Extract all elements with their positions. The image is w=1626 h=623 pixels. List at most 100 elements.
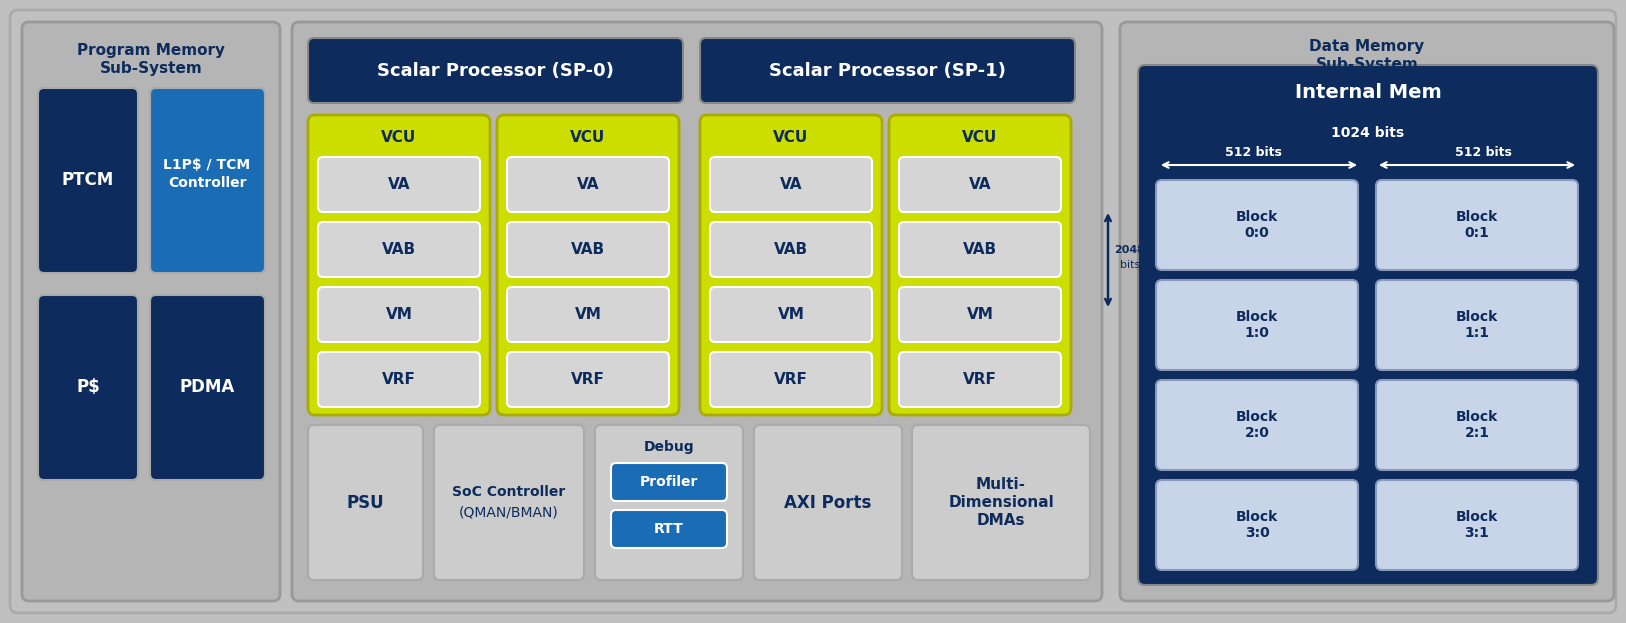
- Text: VRF: VRF: [571, 372, 605, 387]
- FancyBboxPatch shape: [507, 352, 668, 407]
- FancyBboxPatch shape: [1156, 280, 1358, 370]
- Text: Scalar Processor (SP-1): Scalar Processor (SP-1): [769, 62, 1006, 80]
- Text: VRF: VRF: [382, 372, 416, 387]
- FancyBboxPatch shape: [319, 352, 480, 407]
- Text: P$: P$: [76, 378, 99, 396]
- FancyBboxPatch shape: [899, 352, 1062, 407]
- Text: VCU: VCU: [382, 130, 416, 145]
- Text: VCU: VCU: [774, 130, 808, 145]
- Text: 512 bits: 512 bits: [1455, 146, 1512, 159]
- FancyBboxPatch shape: [507, 287, 668, 342]
- FancyBboxPatch shape: [307, 115, 489, 415]
- FancyBboxPatch shape: [293, 22, 1102, 601]
- FancyBboxPatch shape: [1376, 280, 1577, 370]
- Text: Sub-System: Sub-System: [99, 60, 202, 75]
- FancyBboxPatch shape: [307, 38, 683, 103]
- Text: VA: VA: [387, 177, 410, 192]
- Text: Data Memory: Data Memory: [1309, 39, 1424, 54]
- Text: Block
2:1: Block 2:1: [1455, 410, 1498, 440]
- FancyBboxPatch shape: [319, 287, 480, 342]
- FancyBboxPatch shape: [595, 425, 743, 580]
- FancyBboxPatch shape: [1138, 65, 1598, 585]
- FancyBboxPatch shape: [434, 425, 584, 580]
- Text: Debug: Debug: [644, 440, 694, 454]
- Text: VM: VM: [966, 307, 993, 322]
- Text: Controller: Controller: [167, 176, 246, 190]
- FancyBboxPatch shape: [1156, 380, 1358, 470]
- Text: Multi-: Multi-: [976, 477, 1026, 492]
- FancyBboxPatch shape: [899, 287, 1062, 342]
- FancyBboxPatch shape: [1376, 380, 1577, 470]
- Text: Scalar Processor (SP-0): Scalar Processor (SP-0): [377, 62, 615, 80]
- FancyBboxPatch shape: [150, 88, 265, 273]
- Text: Block
1:0: Block 1:0: [1236, 310, 1278, 340]
- FancyBboxPatch shape: [507, 157, 668, 212]
- FancyBboxPatch shape: [1156, 480, 1358, 570]
- FancyBboxPatch shape: [307, 425, 423, 580]
- Text: DMAs: DMAs: [977, 513, 1026, 528]
- Text: VAB: VAB: [963, 242, 997, 257]
- Text: VM: VM: [574, 307, 602, 322]
- FancyBboxPatch shape: [711, 157, 872, 212]
- Text: VAB: VAB: [382, 242, 416, 257]
- Text: Block
3:1: Block 3:1: [1455, 510, 1498, 540]
- Text: 1024 bits: 1024 bits: [1332, 126, 1405, 140]
- Text: Block
3:0: Block 3:0: [1236, 510, 1278, 540]
- Text: VA: VA: [577, 177, 600, 192]
- Text: VAB: VAB: [571, 242, 605, 257]
- FancyBboxPatch shape: [701, 38, 1075, 103]
- Text: 512 bits: 512 bits: [1224, 146, 1281, 159]
- Text: Dimensional: Dimensional: [948, 495, 1054, 510]
- Text: Block
2:0: Block 2:0: [1236, 410, 1278, 440]
- Text: Program Memory: Program Memory: [76, 42, 224, 57]
- Text: AXI Ports: AXI Ports: [784, 493, 872, 511]
- FancyBboxPatch shape: [611, 463, 727, 501]
- FancyBboxPatch shape: [899, 222, 1062, 277]
- Text: PSU: PSU: [346, 493, 384, 511]
- Text: VM: VM: [777, 307, 805, 322]
- FancyBboxPatch shape: [507, 222, 668, 277]
- FancyBboxPatch shape: [319, 157, 480, 212]
- FancyBboxPatch shape: [1120, 22, 1615, 601]
- Text: (QMAN/BMAN): (QMAN/BMAN): [459, 505, 559, 520]
- FancyBboxPatch shape: [37, 295, 138, 480]
- Text: VA: VA: [780, 177, 802, 192]
- Text: VRF: VRF: [963, 372, 997, 387]
- Text: RTT: RTT: [654, 522, 685, 536]
- Text: L1P$ / TCM: L1P$ / TCM: [164, 158, 250, 172]
- Text: VAB: VAB: [774, 242, 808, 257]
- FancyBboxPatch shape: [1376, 480, 1577, 570]
- Text: PDMA: PDMA: [179, 378, 234, 396]
- FancyBboxPatch shape: [1156, 180, 1358, 270]
- FancyBboxPatch shape: [711, 222, 872, 277]
- FancyBboxPatch shape: [611, 510, 727, 548]
- FancyBboxPatch shape: [23, 22, 280, 601]
- FancyBboxPatch shape: [10, 10, 1616, 613]
- Text: Sub-System: Sub-System: [1315, 57, 1418, 72]
- FancyBboxPatch shape: [754, 425, 902, 580]
- Text: 2048: 2048: [1114, 245, 1145, 255]
- FancyBboxPatch shape: [912, 425, 1089, 580]
- Text: Block
0:1: Block 0:1: [1455, 210, 1498, 240]
- FancyBboxPatch shape: [889, 115, 1072, 415]
- Text: Block
0:0: Block 0:0: [1236, 210, 1278, 240]
- FancyBboxPatch shape: [899, 157, 1062, 212]
- FancyBboxPatch shape: [498, 115, 680, 415]
- Text: SoC Controller: SoC Controller: [452, 485, 566, 500]
- Text: Internal Mem: Internal Mem: [1294, 83, 1441, 103]
- Text: VRF: VRF: [774, 372, 808, 387]
- Text: VCU: VCU: [571, 130, 605, 145]
- FancyBboxPatch shape: [319, 222, 480, 277]
- FancyBboxPatch shape: [1376, 180, 1577, 270]
- Text: bits: bits: [1120, 260, 1140, 270]
- Text: PTCM: PTCM: [62, 171, 114, 189]
- Text: VA: VA: [969, 177, 992, 192]
- FancyBboxPatch shape: [711, 352, 872, 407]
- Text: VM: VM: [385, 307, 413, 322]
- Text: VCU: VCU: [963, 130, 998, 145]
- FancyBboxPatch shape: [150, 295, 265, 480]
- Text: Profiler: Profiler: [639, 475, 698, 489]
- FancyBboxPatch shape: [711, 287, 872, 342]
- FancyBboxPatch shape: [37, 88, 138, 273]
- Text: Block
1:1: Block 1:1: [1455, 310, 1498, 340]
